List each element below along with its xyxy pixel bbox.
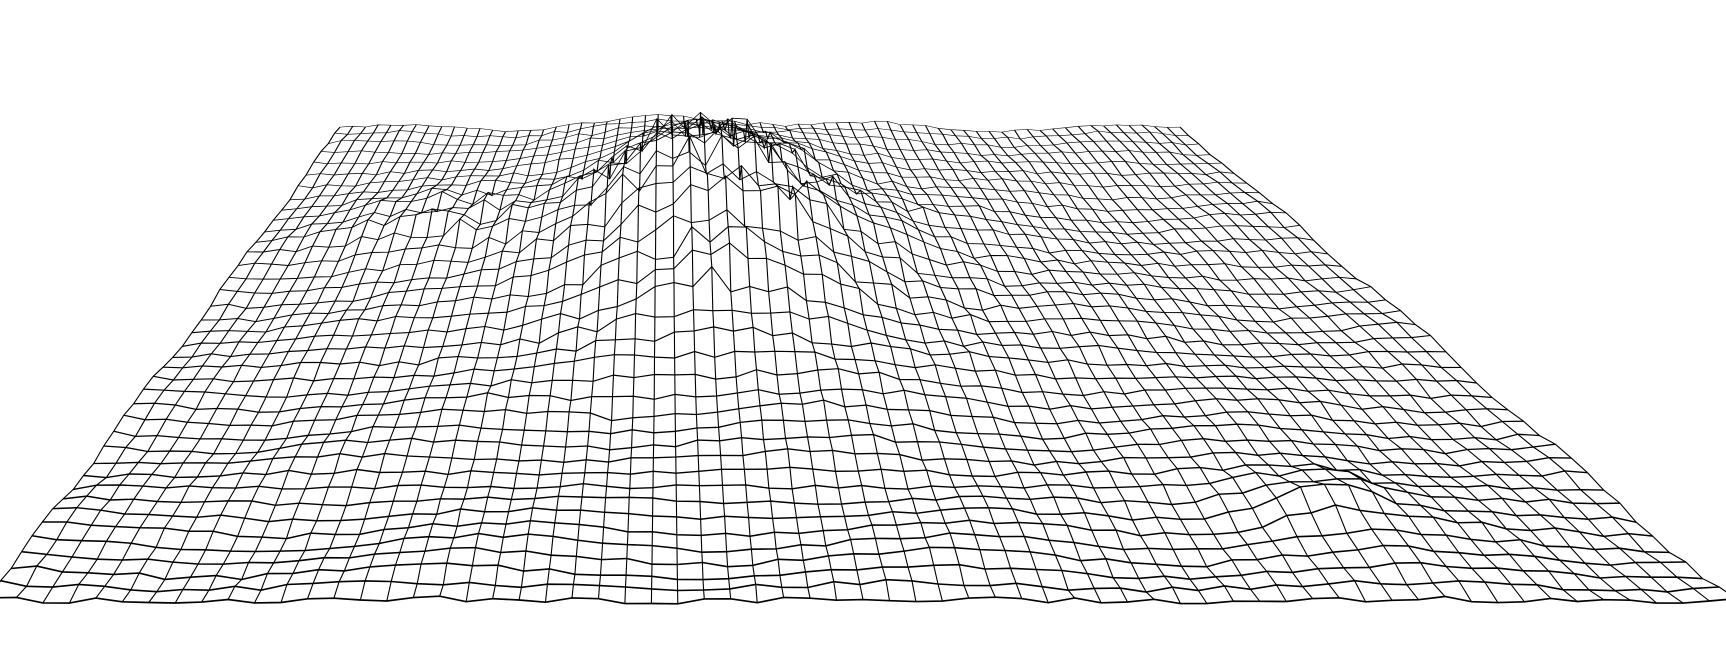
mesh-column-line-36 <box>797 123 943 602</box>
mesh-column-line-23 <box>597 116 634 599</box>
mesh-column-line-14 <box>359 130 519 601</box>
mesh-column-line-58 <box>1077 125 1525 603</box>
mesh-row-line-6 <box>298 111 1247 189</box>
mesh-row-line-8 <box>281 116 1273 212</box>
mesh-column-line-63 <box>1141 124 1657 604</box>
mesh-column-line-4 <box>95 124 392 599</box>
mesh-column-line-8 <box>201 126 443 603</box>
mesh-column-line-60 <box>1103 125 1578 602</box>
mesh-column-line-43 <box>886 121 1128 603</box>
mesh-column-line-35 <box>785 126 917 602</box>
mesh-column-line-5 <box>121 124 405 603</box>
mesh-column-line-53 <box>1014 129 1393 601</box>
mesh-column-line-30 <box>721 118 785 598</box>
mesh-column-line-65 <box>1166 127 1710 602</box>
mesh-column-line-55 <box>1039 130 1446 597</box>
mesh-column-line-12 <box>306 129 494 599</box>
mesh-column-line-46 <box>925 125 1208 604</box>
mesh-column-line-37 <box>810 124 970 599</box>
mesh-column-line-22 <box>571 118 621 598</box>
mesh-column-line-18 <box>465 124 570 602</box>
mesh-column-line-9 <box>227 126 456 600</box>
mesh-column-line-32 <box>746 124 838 601</box>
mesh-column-line-20 <box>518 122 596 601</box>
mesh-column-line-19 <box>492 122 583 599</box>
mesh-column-line-54 <box>1026 129 1419 601</box>
mesh-column-line-48 <box>950 129 1261 602</box>
mesh-column-line-11 <box>280 128 481 603</box>
mesh-column-line-42 <box>874 120 1102 604</box>
mesh-column-line-47 <box>937 127 1234 602</box>
mesh-column-line-38 <box>823 122 996 598</box>
mesh-column-line-59 <box>1090 125 1552 599</box>
mesh-column-line-50 <box>975 131 1314 599</box>
mesh-column-line-7 <box>174 125 430 604</box>
mesh-lines <box>0 111 1726 605</box>
mesh-column-line-41 <box>861 122 1076 599</box>
mesh-column-line-2 <box>42 126 366 604</box>
mesh-column-line-64 <box>1154 126 1684 604</box>
mesh-column-line-33 <box>759 122 864 600</box>
mesh-column-line-52 <box>1001 131 1367 603</box>
mesh-column-line-25 <box>650 114 659 604</box>
mesh-column-line-66 <box>1179 126 1726 593</box>
mesh-column-line-34 <box>772 124 891 601</box>
mesh-column-line-51 <box>988 131 1340 599</box>
mesh-column-line-27 <box>683 115 705 599</box>
mesh-column-line-13 <box>333 131 506 599</box>
mesh-column-line-17 <box>439 126 557 597</box>
mesh-column-line-15 <box>386 130 532 602</box>
mesh-column-line-6 <box>148 124 417 603</box>
mesh-column-line-1 <box>16 126 354 598</box>
mesh-column-line-21 <box>544 121 608 603</box>
mesh-column-line-28 <box>695 112 732 599</box>
mesh-column-line-3 <box>68 124 379 604</box>
mesh-column-line-62 <box>1128 125 1631 601</box>
mesh-column-line-16 <box>412 129 545 598</box>
mesh-column-line-39 <box>835 122 1023 599</box>
mesh-column-line-26 <box>670 114 679 604</box>
mesh-column-line-10 <box>254 127 468 604</box>
mesh-column-line-49 <box>963 129 1287 602</box>
mesh-column-line-56 <box>1052 128 1472 602</box>
mesh-column-line-57 <box>1065 127 1499 603</box>
mesh-column-line-31 <box>733 119 811 599</box>
mesh-column-line-61 <box>1116 124 1605 601</box>
mesh-column-line-29 <box>708 119 758 603</box>
mesh-column-line-24 <box>624 115 647 604</box>
mesh-column-line-40 <box>848 122 1049 603</box>
mesh-column-line-0 <box>0 126 341 583</box>
mesh-row-line-33 <box>42 504 1653 540</box>
mesh-column-line-44 <box>899 124 1155 600</box>
mesh-column-line-45 <box>912 124 1181 604</box>
